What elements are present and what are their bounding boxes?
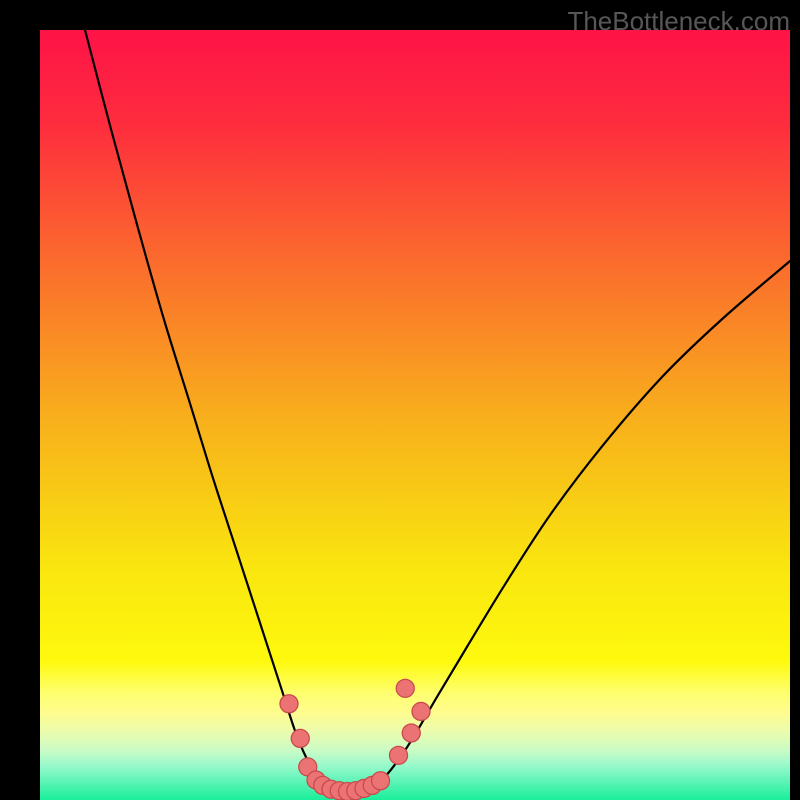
data-point xyxy=(372,772,390,790)
data-point xyxy=(280,695,298,713)
chart-background xyxy=(40,30,790,800)
stage: TheBottleneck.com xyxy=(0,0,800,800)
data-point xyxy=(412,702,430,720)
watermark-text: TheBottleneck.com xyxy=(567,6,790,37)
data-point xyxy=(291,729,309,747)
bottleneck-chart xyxy=(40,30,790,800)
data-point xyxy=(390,746,408,764)
data-point xyxy=(396,679,414,697)
data-point xyxy=(402,724,420,742)
